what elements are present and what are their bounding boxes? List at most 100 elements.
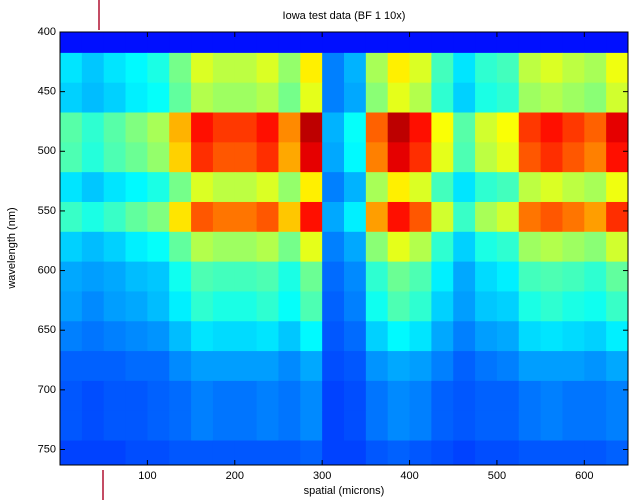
heatmap-cell bbox=[60, 112, 83, 143]
heatmap-cell bbox=[234, 82, 258, 114]
heatmap-cell bbox=[125, 321, 148, 352]
heatmap-cell bbox=[344, 201, 367, 233]
heatmap-cell bbox=[278, 82, 301, 114]
heatmap-cell bbox=[81, 112, 105, 143]
heatmap-cell bbox=[584, 112, 607, 143]
heatmap-cell bbox=[387, 201, 411, 233]
heatmap-cell bbox=[562, 351, 585, 382]
heatmap-cell bbox=[256, 291, 279, 322]
x-tick-label: 500 bbox=[488, 470, 506, 482]
heatmap-cell bbox=[453, 172, 476, 203]
y-tick-label: 550 bbox=[38, 205, 56, 217]
heatmap-cell bbox=[300, 261, 323, 292]
heatmap-cell bbox=[278, 291, 301, 322]
heatmap-cell bbox=[540, 112, 563, 143]
heatmap-cell bbox=[606, 142, 628, 173]
heatmap-cell bbox=[344, 440, 367, 465]
heatmap-cell bbox=[103, 201, 127, 233]
heatmap-cell bbox=[191, 440, 214, 465]
heatmap-cell bbox=[344, 52, 367, 84]
heatmap-cell bbox=[453, 351, 476, 382]
heatmap-cell bbox=[431, 410, 454, 442]
heatmap-cell bbox=[81, 291, 105, 322]
heatmap-cell bbox=[322, 380, 345, 412]
heatmap-cell bbox=[344, 261, 367, 292]
heatmap-cell bbox=[191, 291, 214, 322]
heatmap-cell bbox=[169, 321, 192, 352]
heatmap-cell bbox=[103, 291, 127, 322]
heatmap-cell bbox=[562, 291, 585, 322]
heatmap-cell bbox=[81, 261, 105, 292]
heatmap-cell bbox=[278, 32, 301, 54]
heatmap-cell bbox=[300, 172, 323, 203]
heatmap-cell bbox=[103, 231, 127, 263]
heatmap-cell bbox=[234, 380, 258, 412]
heatmap-cell bbox=[322, 112, 345, 143]
heatmap-cell bbox=[234, 410, 258, 442]
heatmap-cell bbox=[496, 351, 520, 382]
heatmap-cell bbox=[60, 52, 83, 84]
heatmap-cell bbox=[169, 351, 192, 382]
heatmap-cell bbox=[60, 321, 83, 352]
heatmap-cell bbox=[409, 380, 432, 412]
heatmap-cell bbox=[212, 112, 236, 143]
heatmap-cell bbox=[212, 351, 236, 382]
heatmap-cell bbox=[606, 321, 628, 352]
heatmap-cell bbox=[562, 142, 585, 173]
heatmap-cell bbox=[496, 172, 520, 203]
heatmap-cell bbox=[387, 440, 411, 465]
heatmap-cell bbox=[300, 410, 323, 442]
heatmap-cell bbox=[169, 410, 192, 442]
heatmap-cell bbox=[234, 52, 258, 84]
heatmap-cell bbox=[103, 410, 127, 442]
heatmap-cell bbox=[606, 82, 628, 114]
heatmap-cell bbox=[300, 201, 323, 233]
heatmap-cell bbox=[60, 82, 83, 114]
heatmap-cell bbox=[475, 82, 498, 114]
heatmap-cell bbox=[256, 231, 279, 263]
heatmap-cell bbox=[584, 82, 607, 114]
heatmap-cell bbox=[606, 112, 628, 143]
heatmap-cell bbox=[475, 112, 498, 143]
y-axis-label: wavelength (nm) bbox=[6, 207, 18, 289]
heatmap-cell bbox=[191, 231, 214, 263]
y-tick-label: 750 bbox=[38, 443, 56, 455]
heatmap-cell bbox=[191, 261, 214, 292]
heatmap-cell bbox=[278, 52, 301, 84]
heatmap-cell bbox=[365, 410, 389, 442]
heatmap-cell bbox=[584, 261, 607, 292]
heatmap-cell bbox=[540, 351, 563, 382]
heatmap-cell bbox=[212, 231, 236, 263]
heatmap-cell bbox=[431, 321, 454, 352]
heatmap-cell bbox=[453, 201, 476, 233]
heatmap-cell bbox=[169, 52, 192, 84]
heatmap-cell bbox=[562, 82, 585, 114]
heatmap bbox=[60, 32, 628, 465]
heatmap-cell bbox=[365, 231, 389, 263]
heatmap-cell bbox=[409, 231, 432, 263]
heatmap-cell bbox=[300, 231, 323, 263]
heatmap-cell bbox=[365, 291, 389, 322]
heatmap-cell bbox=[147, 291, 170, 322]
heatmap-cell bbox=[409, 172, 432, 203]
heatmap-cell bbox=[365, 321, 389, 352]
heatmap-cell bbox=[562, 261, 585, 292]
heatmap-cell bbox=[234, 351, 258, 382]
heatmap-cell bbox=[387, 380, 411, 412]
heatmap-cell bbox=[475, 172, 498, 203]
heatmap-cell bbox=[191, 112, 214, 143]
heatmap-cell bbox=[169, 112, 192, 143]
x-tick-label: 600 bbox=[575, 470, 593, 482]
heatmap-cell bbox=[322, 261, 345, 292]
y-tick-label: 650 bbox=[38, 324, 56, 336]
x-axis-label: spatial (microns) bbox=[304, 485, 385, 497]
heatmap-cell bbox=[475, 261, 498, 292]
heatmap-cell bbox=[387, 410, 411, 442]
heatmap-cell bbox=[518, 142, 542, 173]
heatmap-cell bbox=[496, 52, 520, 84]
heatmap-cell bbox=[169, 440, 192, 465]
heatmap-cell bbox=[431, 142, 454, 173]
heatmap-cell bbox=[81, 231, 105, 263]
heatmap-cell bbox=[518, 321, 542, 352]
heatmap-cell bbox=[125, 261, 148, 292]
